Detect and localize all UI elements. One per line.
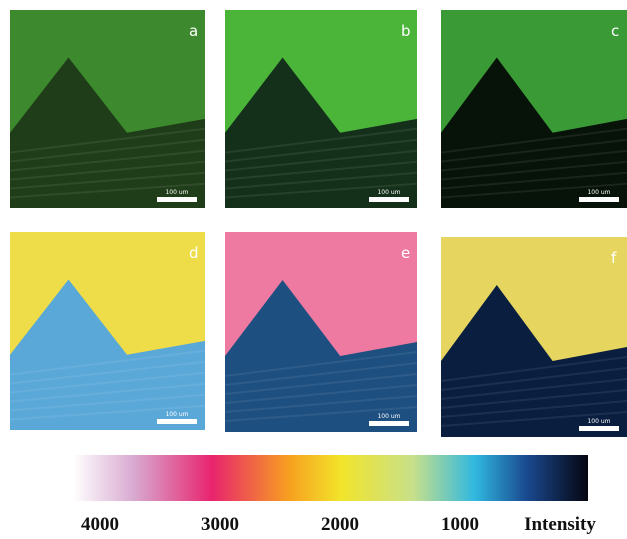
scale-bar-label: 100 um <box>587 189 610 196</box>
scale-bar-label: 100 um <box>377 413 400 420</box>
texture-line <box>440 356 627 382</box>
micrograph-panel: e 100 um <box>224 232 418 432</box>
texture-line <box>440 149 627 172</box>
scale-bar <box>157 419 197 424</box>
texture-line <box>9 160 206 181</box>
bright-region <box>225 232 417 356</box>
scale-bar <box>579 426 619 431</box>
panel-label: e <box>401 244 410 262</box>
texture-line <box>440 400 627 418</box>
micrograph-panel: b 100 um <box>224 10 418 208</box>
texture-line <box>224 149 418 172</box>
micrograph-panel: f 100 um <box>440 237 627 437</box>
texture-line <box>440 411 627 427</box>
texture-line <box>224 127 418 154</box>
scale-bar <box>369 421 409 426</box>
micrograph-panel: d 100 um <box>9 232 206 430</box>
texture-line <box>440 367 627 391</box>
texture-line <box>9 382 206 403</box>
panel-label: c <box>611 22 619 40</box>
texture-line <box>9 171 206 190</box>
colorbar-tick-label: 3000 <box>201 514 239 535</box>
texture-line <box>440 171 627 190</box>
texture-line <box>9 349 206 376</box>
texture-line <box>224 362 418 386</box>
texture-line <box>224 395 418 413</box>
panel-label: d <box>189 244 199 262</box>
panel-label: a <box>189 22 198 40</box>
scale-bar-label: 100 um <box>165 411 188 418</box>
texture-line <box>440 182 627 199</box>
scale-bar-label: 100 um <box>587 418 610 425</box>
texture-line <box>9 182 206 199</box>
scale-bar <box>369 197 409 202</box>
micrograph-panel: c 100 um <box>440 10 627 208</box>
texture-line <box>9 360 206 385</box>
texture-line <box>224 182 418 199</box>
texture-line <box>224 160 418 181</box>
texture-line <box>224 384 418 404</box>
bright-region <box>10 10 205 133</box>
texture-line <box>9 138 206 163</box>
micrograph-panel: a 100 um <box>9 10 206 208</box>
texture-line <box>9 371 206 394</box>
colorbar-title: Intensity <box>524 514 596 535</box>
scale-bar-label: 100 um <box>377 189 400 196</box>
texture-line <box>9 404 206 421</box>
texture-line <box>440 378 627 400</box>
colorbar-tick-label: 4000 <box>81 514 119 535</box>
texture-line <box>224 373 418 395</box>
texture-line <box>440 160 627 181</box>
bright-region <box>225 10 417 133</box>
texture-line <box>224 138 418 163</box>
texture-line <box>9 393 206 412</box>
colorbar <box>73 455 588 501</box>
bright-region <box>441 10 627 133</box>
scale-bar <box>157 197 197 202</box>
texture-line <box>440 127 627 154</box>
texture-line <box>9 149 206 172</box>
texture-line <box>440 389 627 409</box>
texture-line <box>224 171 418 190</box>
scale-bar-label: 100 um <box>165 189 188 196</box>
texture-line <box>224 406 418 422</box>
bright-region <box>441 237 627 361</box>
panel-label: b <box>401 22 411 40</box>
texture-line <box>224 351 418 377</box>
colorbar-tick-label: 2000 <box>321 514 359 535</box>
texture-line <box>9 127 206 154</box>
scale-bar <box>579 197 619 202</box>
colorbar-tick-label: 1000 <box>441 514 479 535</box>
texture-line <box>440 138 627 163</box>
panel-label: f <box>611 249 617 267</box>
bright-region <box>10 232 205 355</box>
